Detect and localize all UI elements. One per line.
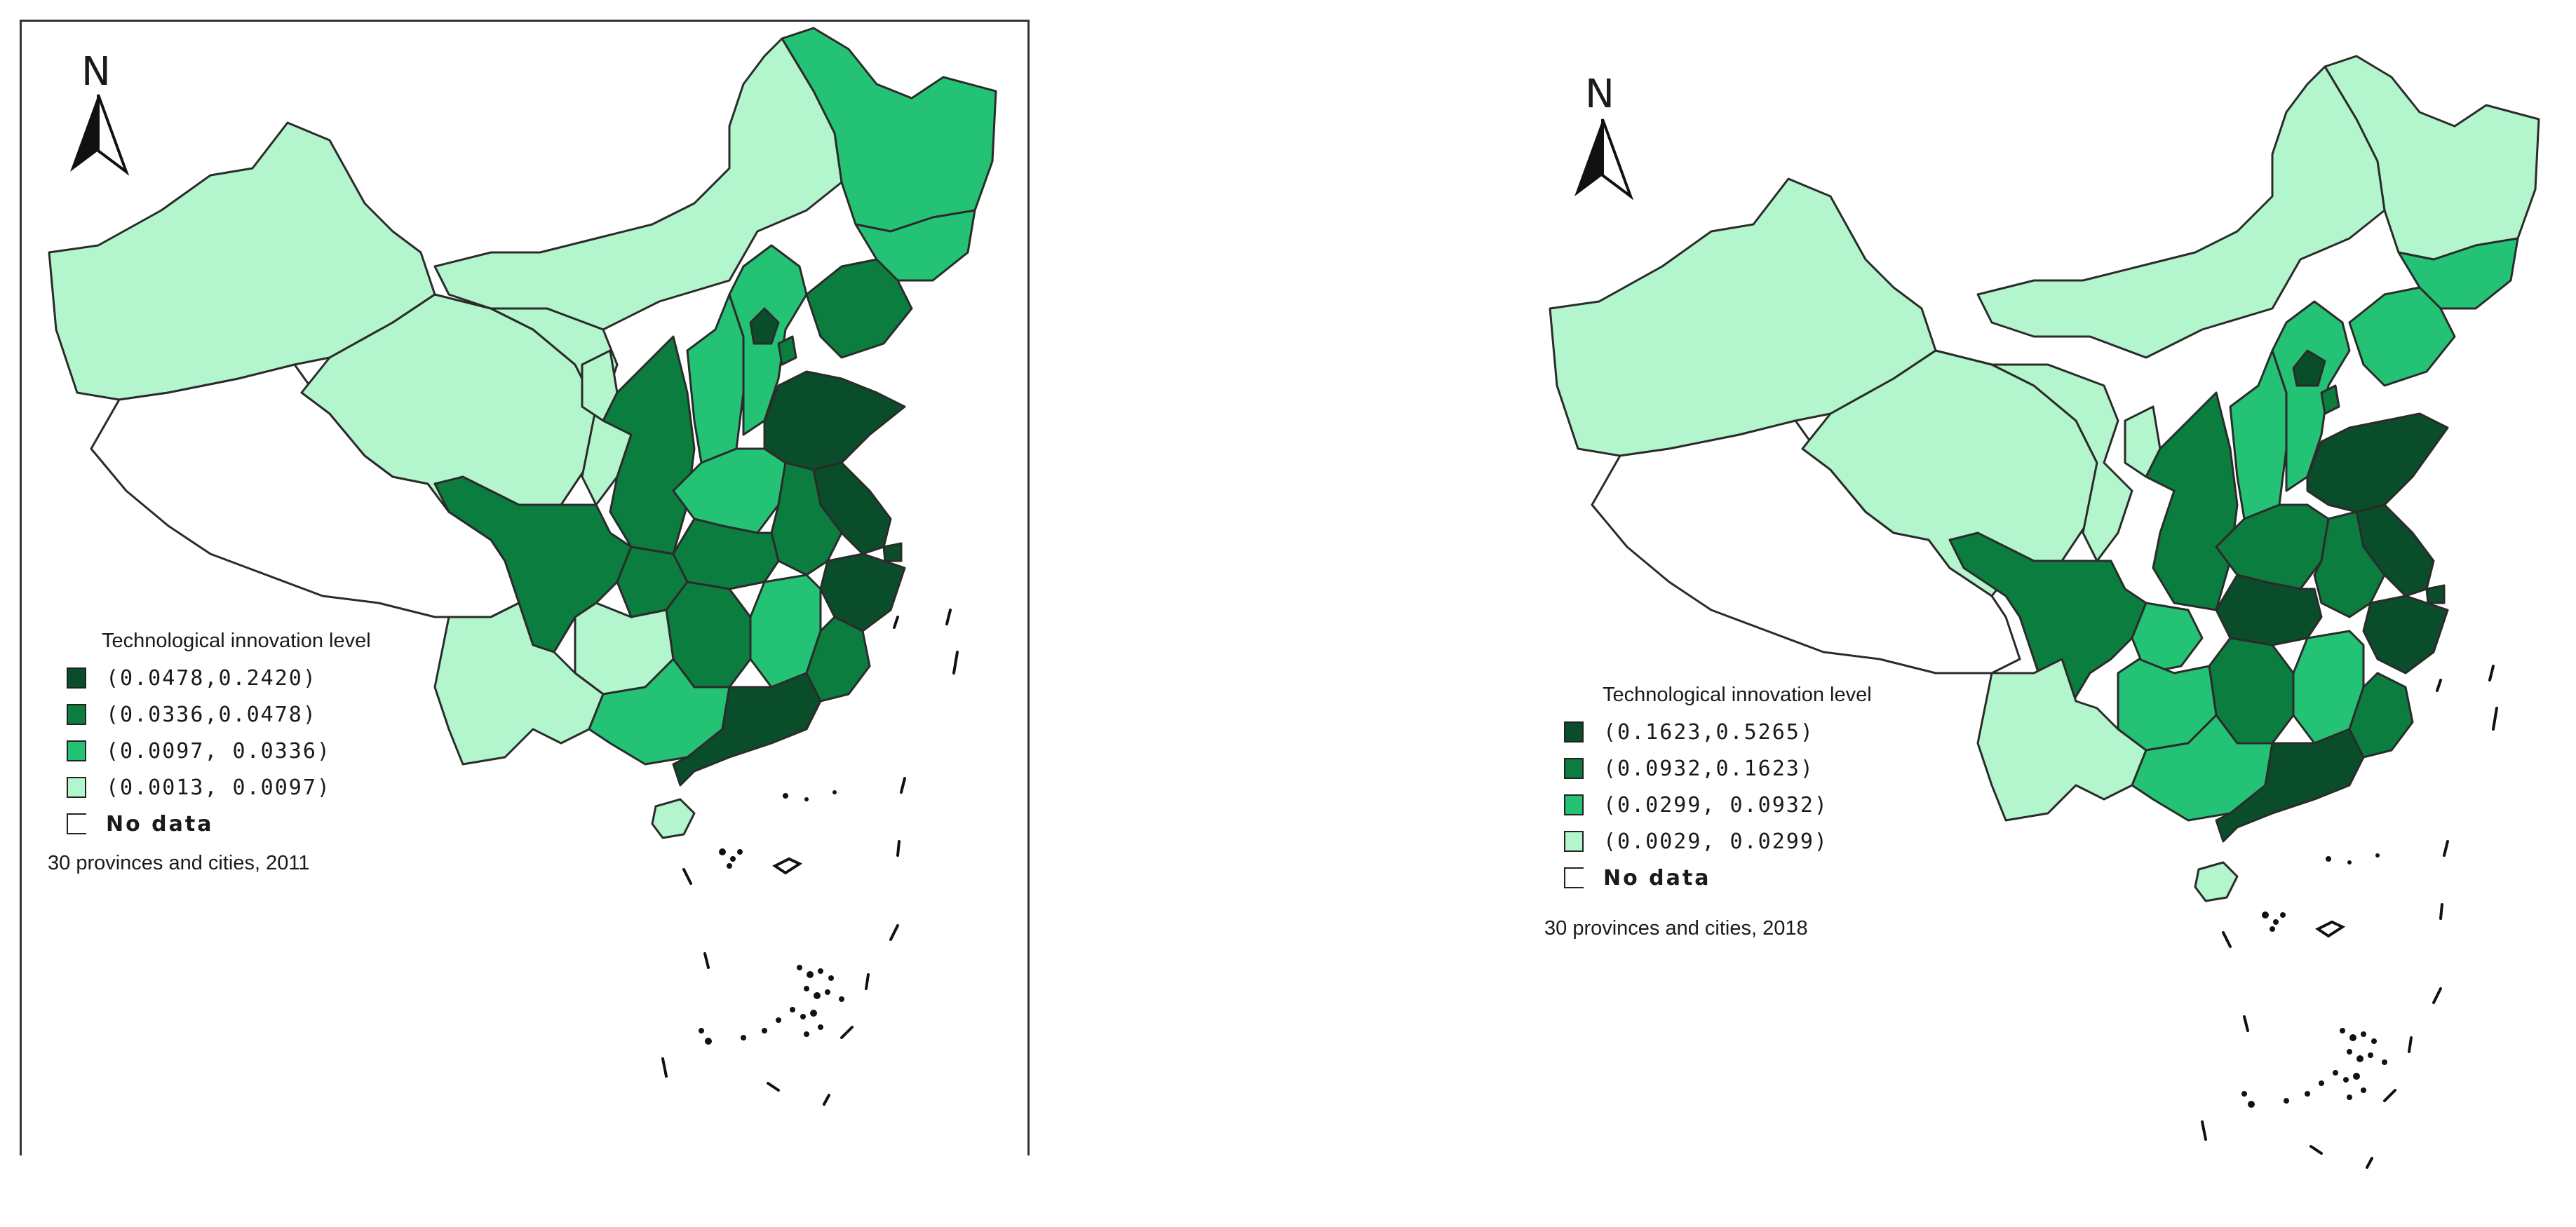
legend-item: (0.0478,0.2420) <box>67 660 371 696</box>
province-shanghai <box>882 542 903 562</box>
legend-label: (0.0478,0.2420) <box>106 665 317 691</box>
legend-item: (0.0013, 0.0097) <box>67 769 371 806</box>
legend-swatch <box>67 777 86 798</box>
legend-2011: Technological innovation level (0.0478,0… <box>67 630 371 842</box>
province-hubei <box>2215 574 2323 646</box>
province-shandong <box>763 370 906 471</box>
legend-item: (0.0029, 0.0299) <box>1564 823 1872 860</box>
province-shaanxi <box>2145 391 2239 611</box>
legend-item: (0.0336,0.0478) <box>67 696 371 733</box>
legend-item: (0.1623,0.5265) <box>1564 714 1872 750</box>
legend-swatch <box>1564 721 1584 743</box>
choropleth-map-2018 <box>1549 55 2540 1169</box>
legend-item: (0.0932,0.1623) <box>1564 750 1872 787</box>
legend-swatch <box>1564 794 1584 815</box>
province-shanghai <box>2425 584 2446 604</box>
island-dots <box>2241 853 2387 1108</box>
legend-label: No data <box>106 811 214 836</box>
province-gansu <box>1934 349 2133 562</box>
province-hainan <box>651 798 696 839</box>
north-label: N <box>81 49 111 95</box>
province-tianjin <box>777 335 797 366</box>
province-shanxi <box>2229 349 2288 520</box>
south-china-sea-islands <box>2201 665 2498 1169</box>
province-beijing <box>749 307 780 345</box>
legend-label: (0.0336,0.0478) <box>106 702 317 727</box>
legend-swatch <box>1564 867 1584 888</box>
north-arrow-icon <box>1574 118 1634 201</box>
legend-label: No data <box>1603 865 1711 890</box>
legend-label: (0.0013, 0.0097) <box>106 775 331 800</box>
frame-top-border <box>20 20 1030 22</box>
north-label: N <box>1585 72 1614 117</box>
province-hainan <box>2194 861 2239 902</box>
province-guangdong <box>672 672 822 787</box>
legend-title: Technological innovation level <box>1603 684 1872 706</box>
map-panel-2011: N Technological innovation level (0.0478… <box>0 0 1052 1227</box>
province-inner-mongolia <box>1976 65 2386 359</box>
legend-swatch <box>67 740 86 761</box>
legend-item: (0.0097, 0.0336) <box>67 733 371 769</box>
province-shandong <box>2306 412 2449 513</box>
legend-2018: Technological innovation level (0.1623,0… <box>1564 684 1872 896</box>
province-anhui <box>2313 510 2386 618</box>
province-shanxi <box>686 293 745 464</box>
frame-right-border <box>1027 20 1030 1155</box>
legend-label: (0.1623,0.5265) <box>1603 719 1814 745</box>
province-sichuan <box>433 475 633 653</box>
legend-label: (0.0932,0.1623) <box>1603 756 1814 781</box>
legend-swatch <box>67 704 86 725</box>
island-dots <box>699 790 844 1045</box>
map-caption: 30 provinces and cities, 2018 <box>1544 917 1808 940</box>
legend-swatch <box>67 813 86 834</box>
province-sichuan <box>1948 531 2147 710</box>
legend-item: (0.0299, 0.0932) <box>1564 787 1872 823</box>
legend-swatch <box>1564 831 1584 852</box>
south-china-sea-islands <box>661 609 959 1106</box>
province-hubei <box>672 517 780 590</box>
province-liaoning <box>2348 286 2456 387</box>
province-inner-mongolia <box>433 37 843 331</box>
province-beijing <box>2292 349 2326 387</box>
map-panel-2018: N Technological innovation level (0.1623… <box>1508 0 2576 1227</box>
province-zhejiang <box>2362 595 2449 674</box>
choropleth-map-2011 <box>48 27 997 1106</box>
legend-item: No data <box>1564 860 1872 896</box>
map-caption: 30 provinces and cities, 2011 <box>48 852 310 874</box>
province-zhejiang <box>819 553 906 632</box>
province-tianjin <box>2320 384 2340 415</box>
legend-swatch <box>67 667 86 689</box>
legend-item: No data <box>67 806 371 842</box>
legend-title: Technological innovation level <box>102 630 371 652</box>
legend-swatch <box>1564 758 1584 779</box>
legend-label: (0.0029, 0.0299) <box>1603 829 1828 854</box>
legend-label: (0.0097, 0.0336) <box>106 738 331 764</box>
north-arrow-icon <box>70 94 130 176</box>
legend-label: (0.0299, 0.0932) <box>1603 792 1828 818</box>
province-guangdong <box>2215 728 2365 843</box>
province-liaoning <box>805 258 913 359</box>
frame-left-border <box>20 20 22 1155</box>
